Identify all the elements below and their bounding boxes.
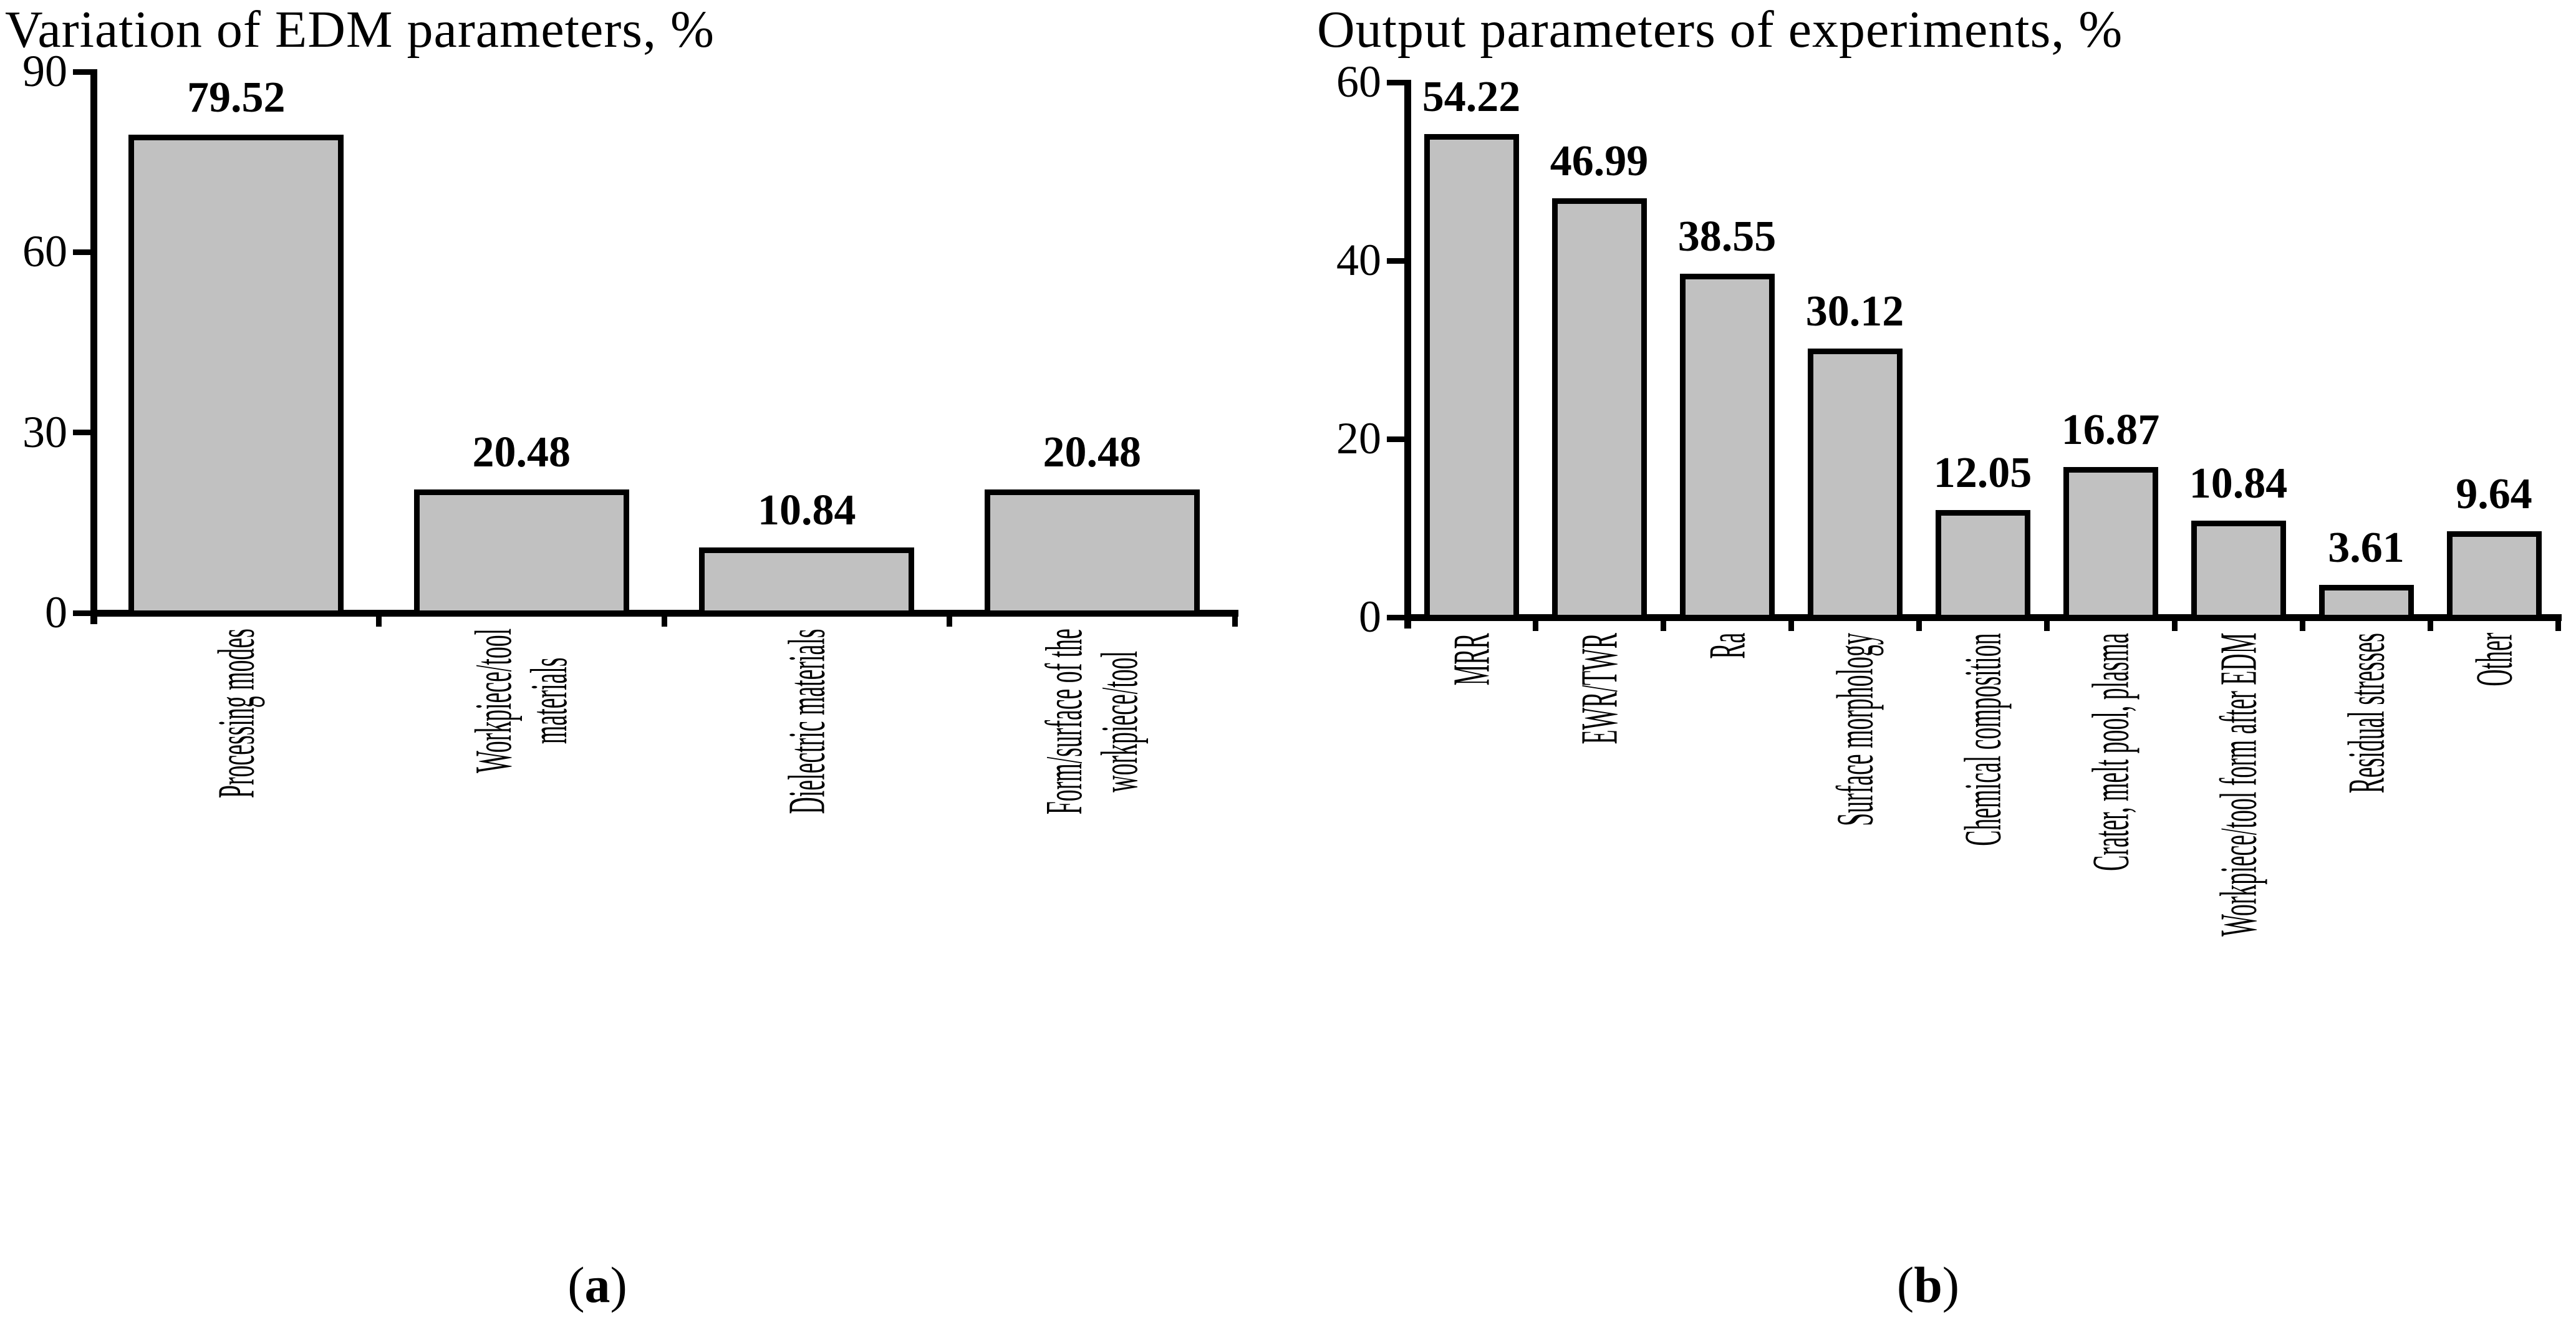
bar-value-label: 20.48 (1043, 428, 1142, 477)
y-axis-line (90, 69, 97, 624)
y-axis-tick-label: 0 (45, 587, 67, 637)
bar (699, 547, 915, 616)
x-axis-tick (2299, 617, 2305, 631)
bar-value-label: 30.12 (1805, 287, 1904, 336)
bar-value-label: 54.22 (1422, 72, 1521, 121)
y-axis-tick-label: 60 (1336, 57, 1381, 107)
bar-value-label: 20.48 (472, 428, 571, 477)
chart-a-caption: (a) (567, 1256, 627, 1313)
bar-value-label: 46.99 (1550, 137, 1649, 186)
x-axis-tick (2427, 617, 2433, 631)
bar-value-label: 9.64 (2456, 470, 2532, 519)
caption-close-paren: ) (610, 1256, 627, 1313)
y-axis-tick-label: 90 (22, 46, 67, 96)
bar (1424, 133, 1519, 620)
caption-letter: a (584, 1256, 610, 1313)
x-axis-tick (1532, 617, 1538, 631)
y-axis-tick-label: 0 (1359, 592, 1381, 642)
category-label: Workpiece/tool form after EDM (2209, 632, 2267, 937)
bar-value-label: 38.55 (1677, 212, 1777, 261)
bar-value-label: 16.87 (2061, 405, 2160, 454)
category-label: Ra (1697, 633, 1756, 660)
y-axis-tick (1387, 614, 1407, 620)
bar (1807, 349, 1903, 620)
y-axis-tick-label: 20 (1336, 413, 1381, 463)
category-label: MRR (1442, 632, 1500, 685)
caption-close-paren: ) (1942, 1256, 1960, 1313)
chart-b-title: Output parameters of experiments, % (1317, 1, 2123, 59)
bar (2318, 585, 2414, 620)
bar-value-label: 10.84 (758, 486, 856, 535)
bar (413, 489, 629, 616)
category-label: Crater, melt pool, plasma (2081, 633, 2139, 871)
x-axis-tick (1788, 617, 1794, 631)
category-label: Other (2464, 633, 2523, 687)
x-axis-tick (2171, 617, 2178, 631)
bar (2063, 466, 2158, 620)
bar (1935, 509, 2030, 620)
caption-open-paren: ( (1896, 1256, 1914, 1313)
y-axis-tick (73, 430, 94, 436)
bar (128, 135, 344, 616)
category-label: EWR/TWR (1570, 632, 1628, 744)
x-axis-tick (2555, 617, 2561, 631)
category-label: Chemical composition (1953, 633, 2012, 846)
chart-a-title: Variation of EDM parameters, % (5, 1, 715, 59)
bar-value-label: 10.84 (2189, 459, 2288, 508)
x-axis-tick (1232, 613, 1238, 627)
y-axis-tick-label: 30 (22, 407, 67, 457)
bar-value-label: 79.52 (187, 74, 286, 122)
category-label: Residual stresses (2337, 632, 2395, 794)
category-label: Surface morphology (1825, 633, 1884, 826)
y-axis-tick (73, 610, 94, 616)
y-axis-tick (1387, 79, 1407, 85)
bar (1551, 198, 1647, 620)
bar (1679, 273, 1775, 620)
y-axis-tick (1387, 258, 1407, 264)
bar (984, 489, 1200, 616)
caption-letter: b (1914, 1256, 1942, 1313)
x-axis-tick (1916, 617, 1922, 631)
x-axis-tick (376, 613, 382, 627)
bar-value-label: 12.05 (1933, 448, 2032, 497)
y-axis-tick (73, 69, 94, 75)
x-axis-tick (947, 613, 952, 627)
x-axis-tick (1660, 617, 1666, 631)
x-axis-tick (2043, 617, 2050, 631)
bar (2446, 531, 2542, 620)
y-axis-tick (1387, 436, 1407, 442)
caption-open-paren: ( (567, 1256, 585, 1313)
x-axis-tick (661, 613, 667, 627)
y-axis-tick-label: 40 (1336, 235, 1381, 285)
y-axis-tick-label: 60 (22, 226, 67, 277)
y-axis-tick (73, 249, 94, 255)
y-axis-line (1404, 79, 1411, 629)
chart-b-caption: (b) (1896, 1256, 1960, 1313)
bar (2191, 520, 2286, 620)
bar-value-label: 3.61 (2328, 524, 2405, 572)
